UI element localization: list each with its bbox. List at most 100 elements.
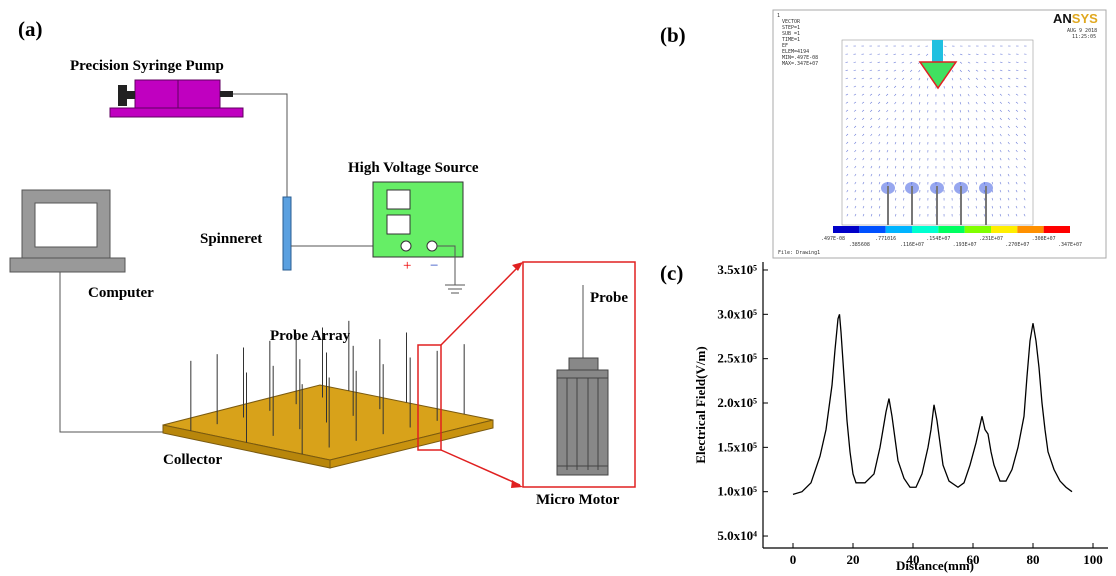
field-vector bbox=[975, 213, 977, 217]
field-vector bbox=[909, 69, 913, 72]
tube bbox=[233, 93, 288, 197]
field-vector bbox=[895, 189, 897, 193]
field-vector bbox=[1023, 197, 1026, 201]
colorbar-cell bbox=[1017, 226, 1044, 233]
field-vector bbox=[902, 109, 905, 113]
computer-base bbox=[9, 257, 126, 273]
field-vector bbox=[878, 141, 881, 145]
colorbar-cell bbox=[938, 226, 965, 233]
field-vector bbox=[862, 213, 865, 217]
field-vector bbox=[999, 101, 1003, 104]
field-vector bbox=[845, 109, 849, 112]
field-vector bbox=[1007, 157, 1010, 161]
field-vector bbox=[894, 109, 897, 113]
field-vector bbox=[918, 85, 921, 89]
field-vector bbox=[854, 189, 857, 193]
y-tick-label: 2.0x10⁵ bbox=[717, 395, 757, 410]
field-vector bbox=[902, 101, 905, 105]
spinneret-label: Spinneret bbox=[200, 231, 262, 247]
field-vector bbox=[862, 149, 865, 153]
field-vector bbox=[983, 205, 985, 209]
field-vector bbox=[895, 205, 897, 209]
field-vector bbox=[975, 77, 979, 80]
wire bbox=[59, 272, 163, 433]
field-vector bbox=[901, 53, 905, 55]
field-vector bbox=[894, 101, 897, 105]
field-vector bbox=[1007, 197, 1010, 201]
field-vector bbox=[983, 141, 986, 145]
field-vector bbox=[975, 165, 978, 169]
field-vector bbox=[910, 77, 913, 81]
field-vector bbox=[846, 181, 849, 185]
field-vector bbox=[983, 101, 986, 105]
field-vector bbox=[862, 157, 865, 161]
field-vector bbox=[1023, 101, 1027, 104]
field-vector bbox=[967, 53, 971, 56]
x-axis-label: Distance(mm) bbox=[896, 558, 974, 573]
hv-display bbox=[386, 189, 411, 210]
field-vector bbox=[975, 157, 978, 161]
field-vector bbox=[861, 109, 865, 112]
field-vector bbox=[862, 141, 865, 145]
field-vector bbox=[967, 133, 970, 137]
field-vector bbox=[959, 53, 963, 56]
field-vector bbox=[862, 205, 865, 209]
field-vector bbox=[903, 189, 905, 193]
colorbar-label: .497E-08 bbox=[821, 236, 845, 242]
field-vector bbox=[854, 165, 857, 169]
field-vector bbox=[878, 133, 881, 137]
field-vector bbox=[983, 133, 986, 137]
field-vector bbox=[877, 69, 881, 72]
colorbar-cell bbox=[912, 226, 939, 233]
field-vector bbox=[975, 141, 978, 145]
field-vector bbox=[983, 77, 987, 80]
field-vector bbox=[975, 133, 978, 137]
field-vector bbox=[1015, 133, 1018, 137]
field-vector bbox=[854, 141, 857, 145]
field-vector bbox=[870, 165, 873, 169]
field-vector bbox=[1023, 69, 1027, 71]
field-vector bbox=[975, 93, 978, 97]
zoom-box bbox=[417, 344, 442, 451]
field-vector bbox=[902, 149, 905, 153]
field-vector bbox=[853, 85, 857, 88]
field-vector bbox=[1023, 109, 1027, 112]
field-vector bbox=[967, 141, 970, 145]
field-vector bbox=[901, 69, 905, 72]
y-tick-label: 1.5x10⁵ bbox=[717, 439, 757, 454]
field-vector bbox=[983, 173, 986, 177]
colorbar-label: .385608 bbox=[849, 242, 870, 248]
computer-label: Computer bbox=[88, 285, 154, 301]
pump-label: Precision Syringe Pump bbox=[70, 58, 224, 74]
field-vector bbox=[846, 205, 849, 209]
field-vector bbox=[991, 117, 994, 121]
field-vector bbox=[999, 61, 1003, 63]
field-vector bbox=[1023, 149, 1026, 153]
colorbar-label: .193E+07 bbox=[953, 242, 977, 248]
motor-label: Micro Motor bbox=[536, 492, 620, 508]
field-vector bbox=[1015, 165, 1018, 169]
field-vector bbox=[975, 189, 977, 193]
field-vector bbox=[959, 93, 962, 97]
pump-base bbox=[109, 107, 244, 118]
field-vector bbox=[903, 165, 905, 169]
spinneret bbox=[282, 196, 292, 271]
field-vector bbox=[877, 77, 881, 80]
field-vector bbox=[910, 101, 913, 105]
x-tick-label: 100 bbox=[1083, 552, 1103, 567]
field-vector bbox=[1007, 61, 1011, 63]
field-vector bbox=[893, 77, 897, 80]
field-vector bbox=[1023, 205, 1026, 209]
collector bbox=[162, 384, 494, 461]
field-vector bbox=[902, 133, 905, 137]
field-vector bbox=[853, 109, 857, 112]
field-vector bbox=[911, 165, 913, 169]
field-vector bbox=[991, 141, 994, 145]
field-vector bbox=[1023, 181, 1026, 185]
field-vector bbox=[1007, 165, 1010, 169]
field-vector bbox=[885, 61, 889, 64]
field-vector bbox=[870, 141, 873, 145]
field-vector bbox=[991, 61, 995, 64]
colorbar-label: .270E+07 bbox=[1005, 242, 1029, 248]
field-vector bbox=[878, 149, 881, 153]
